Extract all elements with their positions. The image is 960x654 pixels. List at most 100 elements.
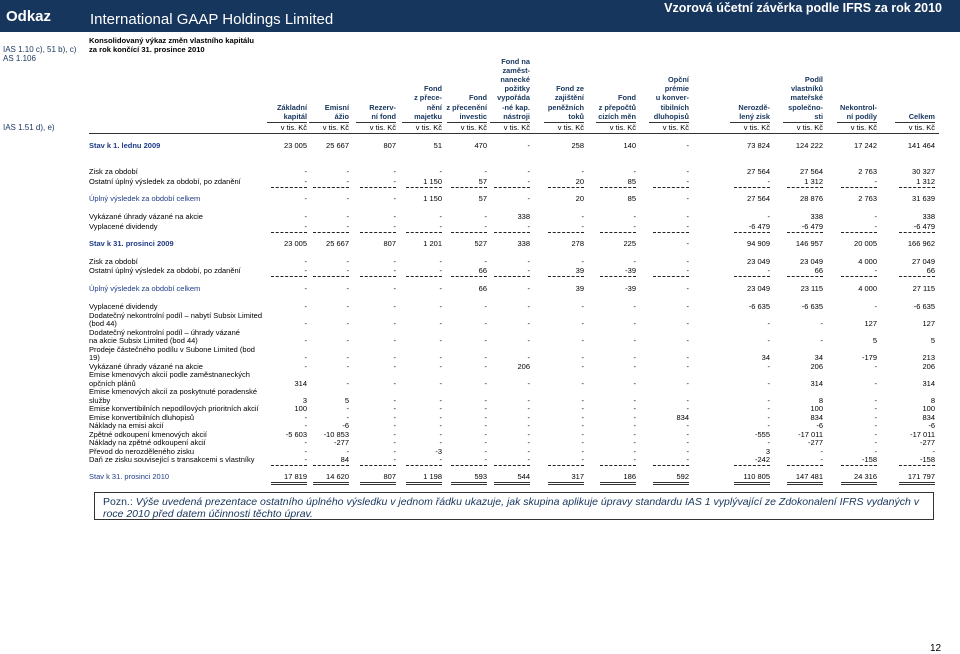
- table-cell: -158: [919, 455, 935, 464]
- column-header-underline: [490, 122, 530, 123]
- subtotal-rule: [600, 276, 636, 277]
- table-cell: -: [581, 319, 585, 328]
- table-cell: -: [686, 284, 690, 293]
- table-cell: -277: [807, 438, 823, 447]
- subtotal-rule: [360, 187, 396, 188]
- table-cell: 317: [571, 472, 584, 481]
- column-header-underline: [837, 122, 877, 123]
- table-cell: -: [686, 177, 690, 186]
- subtotal-rule: [653, 276, 689, 277]
- table-cell: -242: [754, 455, 770, 464]
- unit-label: v tis. Kč: [460, 123, 487, 132]
- subtotal-rule: [406, 187, 442, 188]
- subtotal-rule: [313, 465, 349, 466]
- table-cell: 127: [922, 319, 935, 328]
- row-label: 19): [89, 353, 100, 362]
- table-cell: 20: [575, 194, 584, 203]
- row-label: Prodeje částečného podílu v Subone Limit…: [89, 345, 255, 354]
- table-cell: -: [439, 222, 443, 231]
- subtotal-rule: [899, 465, 935, 466]
- table-cell: 66: [814, 266, 823, 275]
- row-label: Ostatní úplný výsledek za období, po zda…: [89, 177, 241, 186]
- table-cell: 4 000: [858, 257, 877, 266]
- table-cell: -: [484, 212, 488, 221]
- table-cell: -: [767, 379, 771, 388]
- table-cell: -: [633, 447, 637, 456]
- table-cell: -: [874, 413, 878, 422]
- table-cell: 14 620: [326, 472, 349, 481]
- table-cell: 73 824: [747, 141, 770, 150]
- table-cell: -: [304, 222, 308, 231]
- unit-label: v tis. Kč: [415, 123, 442, 132]
- column-header-underline: [783, 122, 823, 123]
- subtotal-rule: [653, 232, 689, 233]
- table-cell: -: [346, 336, 350, 345]
- table-cell: -: [767, 362, 771, 371]
- table-cell: 206: [922, 362, 935, 371]
- table-cell: 338: [517, 239, 530, 248]
- table-cell: -: [527, 404, 531, 413]
- table-cell: 5: [344, 396, 349, 405]
- table-cell: -: [484, 438, 488, 447]
- table-cell: -: [686, 447, 690, 456]
- row-label: Náklady na zpětné odkoupení akcií: [89, 438, 206, 447]
- table-cell: 100: [922, 404, 935, 413]
- table-cell: -: [633, 167, 637, 176]
- page-number: 12: [930, 643, 942, 654]
- table-cell: -: [581, 362, 585, 371]
- table-cell: 20 005: [854, 239, 877, 248]
- row-label: služby: [89, 396, 111, 405]
- unit-label: v tis. Kč: [796, 123, 823, 132]
- table-cell: -: [439, 362, 443, 371]
- table-cell: -6 635: [748, 302, 770, 311]
- table-cell: 23 049: [800, 257, 823, 266]
- total-double-rule: [271, 484, 307, 485]
- table-cell: 593: [474, 472, 487, 481]
- table-cell: 141 464: [907, 141, 935, 150]
- table-cell: 807: [383, 472, 396, 481]
- subtotal-rule: [451, 232, 487, 233]
- table-cell: -6: [816, 421, 823, 430]
- row-label: Emise kmenových akcií za poskytnuté pora…: [89, 387, 257, 396]
- table-cell: -: [767, 413, 771, 422]
- total-double-rule: [494, 484, 530, 485]
- row-label: na akcie Subsix Limited (bod 44): [89, 336, 198, 345]
- table-cell: -: [527, 336, 531, 345]
- unit-label: v tis. Kč: [280, 123, 307, 132]
- table-cell: -: [346, 404, 350, 413]
- total-double-rule: [494, 482, 530, 483]
- table-cell: -6 635: [913, 302, 935, 311]
- table-cell: -: [581, 430, 585, 439]
- table-cell: -: [874, 212, 878, 221]
- table-cell: -6: [342, 421, 349, 430]
- table-cell: -: [393, 177, 397, 186]
- unit-label: v tis. Kč: [322, 123, 349, 132]
- table-cell: -6 635: [801, 302, 823, 311]
- table-cell: -: [686, 421, 690, 430]
- table-cell: -: [633, 396, 637, 405]
- table-cell: -: [581, 421, 585, 430]
- table-cell: 807: [383, 141, 396, 150]
- table-cell: -10 853: [323, 430, 349, 439]
- table-cell: 258: [571, 141, 584, 150]
- table-cell: -: [346, 212, 350, 221]
- table-cell: -: [874, 404, 878, 413]
- table-cell: -: [346, 353, 350, 362]
- total-double-rule: [653, 482, 689, 483]
- total-double-rule: [841, 482, 877, 483]
- row-label: Převod do nerozděleného zisku: [89, 447, 195, 456]
- table-cell: 171 797: [907, 472, 935, 481]
- table-cell: -39: [625, 266, 636, 275]
- total-double-rule: [360, 484, 396, 485]
- table-cell: -: [633, 302, 637, 311]
- table-cell: -: [581, 413, 585, 422]
- table-cell: 4 000: [858, 284, 877, 293]
- table-cell: -: [346, 194, 350, 203]
- table-cell: -: [439, 438, 443, 447]
- total-double-rule: [653, 484, 689, 485]
- table-cell: -: [686, 438, 690, 447]
- column-header-underline: [596, 122, 636, 123]
- table-cell: -: [439, 284, 443, 293]
- row-label: Dodatečný nekontrolní podíl – nabytí Sub…: [89, 311, 263, 320]
- table-cell: -: [484, 167, 488, 176]
